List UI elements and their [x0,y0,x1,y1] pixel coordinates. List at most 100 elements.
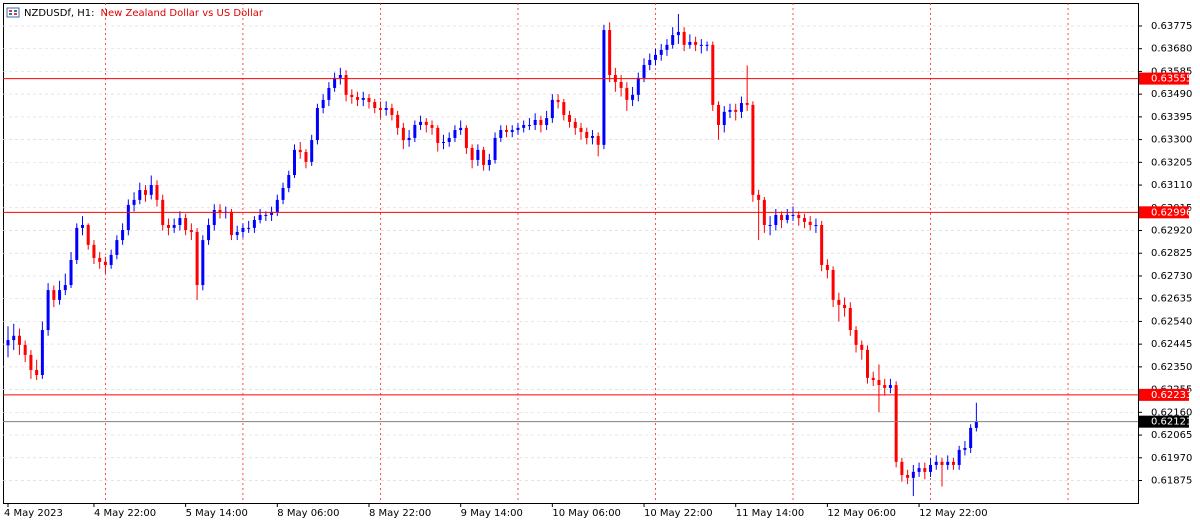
candle-body [344,75,348,95]
candle-body [264,214,268,216]
candle-body [596,136,600,145]
candle-body [619,81,623,88]
candle-body [768,225,772,227]
candle-body [40,330,44,376]
candle-body [802,218,806,222]
candle-body [436,127,440,143]
y-tick-label: 0.63300 [1151,135,1192,146]
candle-body [854,330,858,345]
candle-body [820,225,824,265]
candle-body [739,103,743,112]
candle-body [178,218,182,226]
candle-body [201,240,205,286]
candle-body [699,44,703,46]
candle-body [929,464,933,472]
candle-body [837,299,841,305]
candle-body [482,149,486,165]
x-tick-label: 10 May 06:00 [552,508,621,519]
candle-body [80,225,84,228]
symbol: NZDUSDf, H1: [24,8,95,19]
candle-body [785,214,789,220]
candle-body [298,149,302,153]
candle-body [121,230,125,241]
candle-body [860,344,864,350]
candle-body [631,94,635,100]
x-tick-label: 8 May 22:00 [369,508,431,519]
x-tick-label: 8 May 06:00 [277,508,339,519]
candle-body [516,127,520,131]
level-label: 0.62233 [1151,390,1192,401]
candle-body [848,308,852,331]
y-tick-label: 0.62730 [1151,271,1192,282]
candle-body [384,108,388,110]
y-tick-label: 0.63395 [1151,112,1192,123]
candle-body [207,225,211,241]
candle-body [957,449,961,465]
candle-body [510,130,514,132]
candle-body [98,258,102,262]
candle-body [229,211,233,236]
candle-body [270,211,274,215]
candle-body [545,118,549,126]
candle-body [155,185,159,200]
y-tick-label: 0.63775 [1151,21,1192,32]
candle-body [705,44,709,46]
candle-body [539,119,543,126]
y-tick-label: 0.63585 [1151,66,1192,77]
candle-body [625,87,629,100]
candle-body [911,471,915,478]
x-tick-label: 12 May 06:00 [827,508,896,519]
candle-body [132,199,136,205]
y-tick-label: 0.61970 [1151,453,1192,464]
x-tick-label: 4 May 22:00 [94,508,156,519]
candle-body [963,447,967,450]
candle-body [407,137,411,141]
candle-body [166,225,170,228]
candle-body [6,340,10,346]
candle-body [951,461,955,465]
candle-body [338,75,342,78]
candle-body [688,41,692,45]
candle-body [814,225,818,227]
candle-body [711,44,715,105]
candle-body [103,261,107,265]
level-box [1139,206,1189,219]
y-tick-label: 0.62350 [1151,362,1192,373]
candle-body [900,461,904,476]
candle-body [35,369,39,376]
x-tick-label: 11 May 14:00 [736,508,805,519]
candle-body [602,30,606,145]
candle-body [12,335,16,341]
x-tick-label: 12 May 22:00 [919,508,988,519]
candle-body [235,231,239,236]
candle-body [808,221,812,226]
candle-body [413,125,417,138]
candle-body [138,190,142,200]
candle-body [831,269,835,300]
candle-body [894,385,898,462]
level-box [1139,388,1189,401]
y-tick-label: 0.62635 [1151,294,1192,305]
candle-body [573,121,577,128]
candle-body [149,185,153,195]
candle-body [608,30,612,76]
candle-body [974,421,978,428]
y-tick-label: 0.62540 [1151,316,1192,327]
candle-body [722,111,726,126]
candle-body [315,108,319,141]
candle-body [871,377,875,381]
candle-body [665,44,669,50]
candle-body [464,127,468,148]
candle-body [321,99,325,109]
x-tick-label: 9 May 14:00 [461,508,523,519]
candle-body [940,461,944,465]
candle-body [499,130,503,138]
candle-body [327,87,331,100]
candle-body [556,99,560,103]
candle-body [676,31,680,36]
candle-body [774,214,778,226]
candle-body [218,209,222,212]
candle-body [189,230,193,232]
candle-body [447,137,451,142]
